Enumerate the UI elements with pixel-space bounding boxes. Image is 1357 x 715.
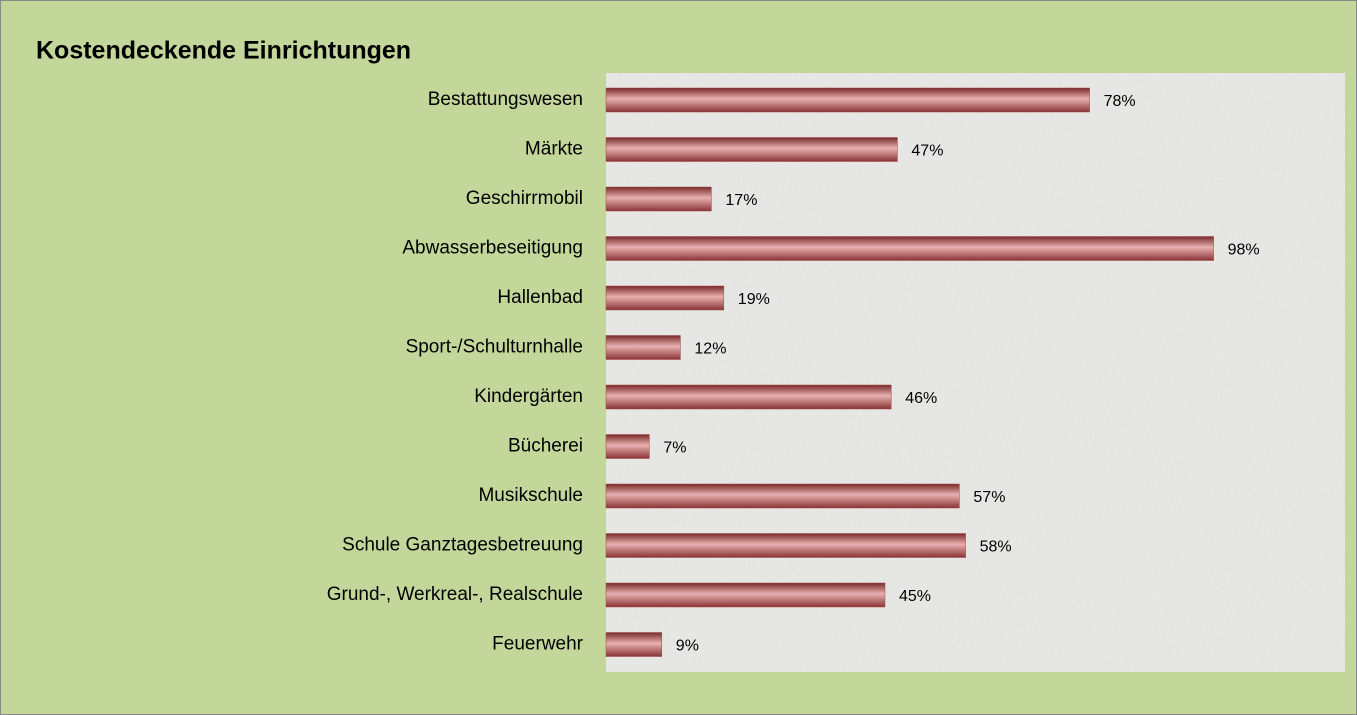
data-label: 47%	[911, 143, 943, 160]
data-label: 9%	[676, 638, 699, 655]
category-label: Grund-, Werkreal-, Realschule	[327, 584, 583, 605]
data-label: 78%	[1104, 93, 1136, 110]
bar	[605, 236, 1214, 261]
bar	[605, 186, 712, 212]
plot-texture	[606, 73, 1345, 672]
category-label: Bücherei	[508, 436, 583, 457]
bar	[605, 335, 681, 360]
bar	[605, 434, 650, 459]
data-label: 98%	[1228, 242, 1260, 259]
bar	[605, 533, 966, 558]
data-label: 7%	[663, 440, 686, 457]
data-label: 57%	[973, 489, 1005, 506]
chart-title: Kostendeckende Einrichtungen	[36, 37, 411, 65]
category-label: Geschirrmobil	[466, 188, 583, 209]
bar	[605, 632, 663, 657]
category-label: Musikschule	[478, 485, 583, 506]
category-label: Abwasserbeseitigung	[402, 238, 583, 259]
category-label: Bestattungswesen	[428, 89, 583, 110]
category-label: Kindergärten	[474, 386, 583, 407]
data-label: 19%	[738, 291, 770, 308]
bar	[605, 87, 1090, 113]
category-label: Sport-/Schulturnhalle	[406, 337, 583, 358]
data-label: 12%	[694, 341, 726, 358]
bar	[605, 582, 886, 608]
category-label: Märkte	[525, 139, 583, 160]
bar	[605, 384, 892, 410]
bar	[605, 483, 960, 509]
category-label: Feuerwehr	[492, 634, 583, 655]
data-label: 46%	[905, 390, 937, 407]
bar	[605, 137, 898, 162]
data-label: 58%	[980, 539, 1012, 556]
bar	[605, 285, 725, 311]
data-label: 45%	[899, 588, 931, 605]
category-label: Hallenbad	[497, 287, 583, 308]
data-label: 17%	[725, 192, 757, 209]
category-label: Schule Ganztagesbetreuung	[342, 535, 583, 556]
